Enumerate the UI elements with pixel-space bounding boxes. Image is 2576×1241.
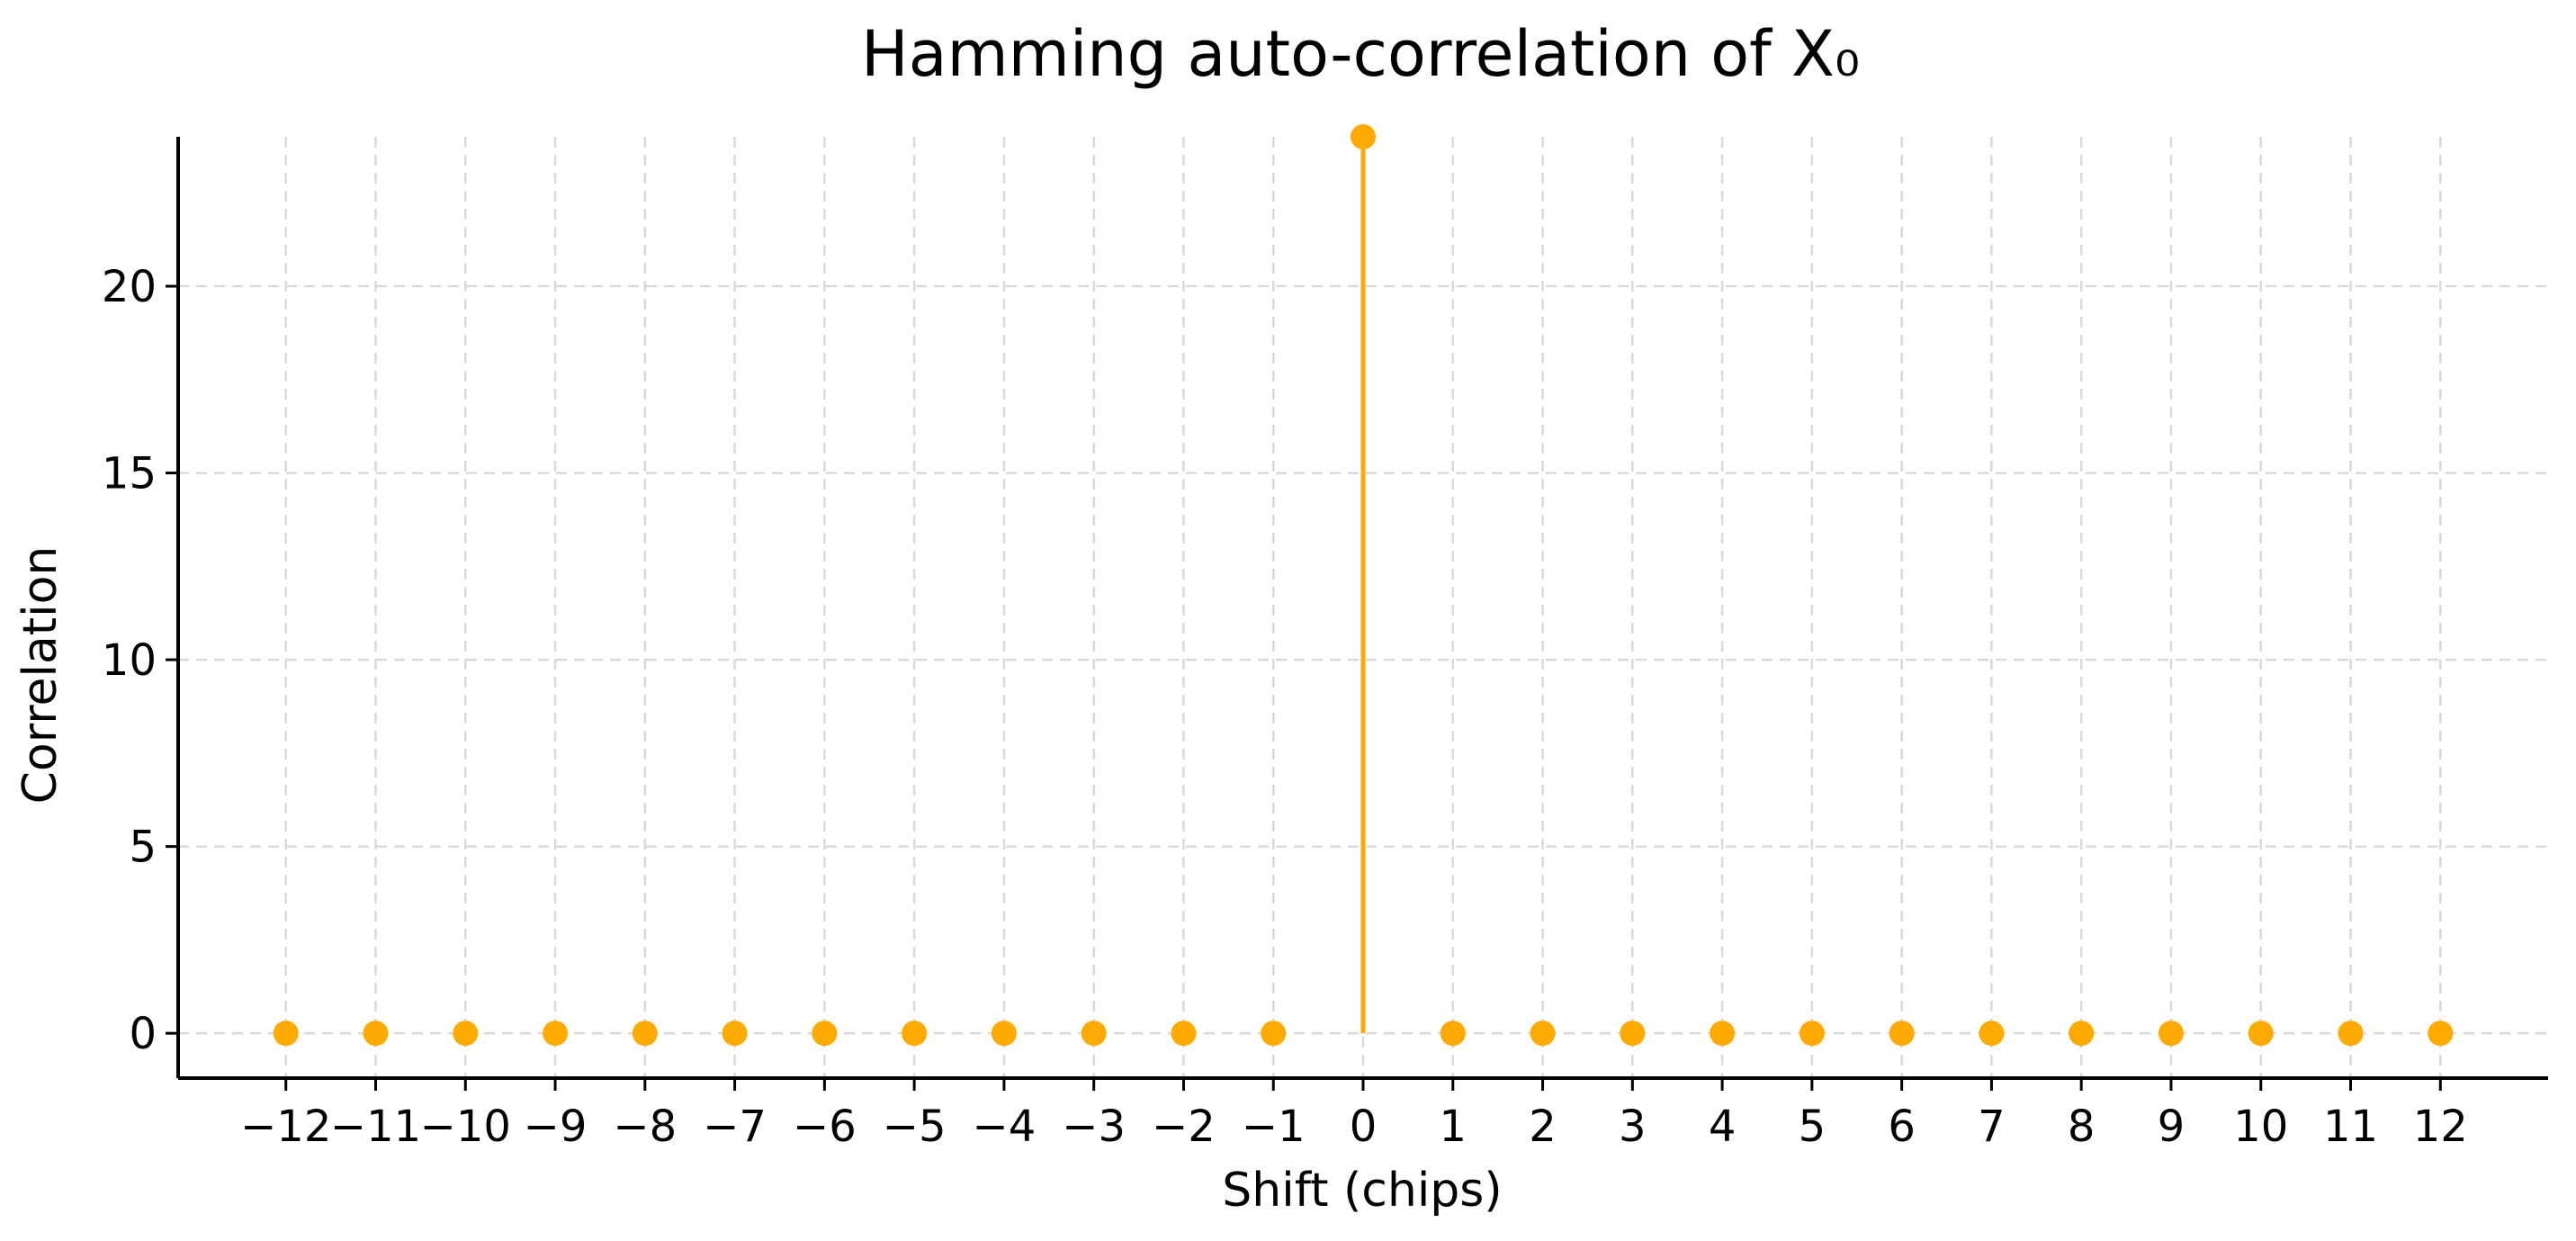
stem-marker: [273, 1021, 299, 1047]
stem-marker: [453, 1021, 479, 1047]
stem-marker: [1530, 1021, 1556, 1047]
stem-marker: [1261, 1021, 1287, 1047]
x-tick-label: −5: [883, 1102, 947, 1152]
y-axis-ticks: 0 5 10 15 20: [102, 262, 178, 1059]
stem-marker: [2069, 1021, 2095, 1047]
x-tick-label: −6: [793, 1102, 857, 1152]
stem-marker: [2248, 1021, 2274, 1047]
x-tick-label: −12: [240, 1102, 331, 1152]
x-tick-label: −4: [973, 1102, 1037, 1152]
x-tick-label: −1: [1242, 1102, 1306, 1152]
stem-marker: [1171, 1021, 1197, 1047]
chart-title: Hamming auto-correlation of X₀: [861, 17, 1860, 91]
x-tick-label: −3: [1062, 1102, 1126, 1152]
stem-marker: [1081, 1021, 1107, 1047]
y-tick-label: 5: [129, 823, 157, 873]
x-tick-label: −7: [703, 1102, 767, 1152]
x-tick-label: 6: [1888, 1102, 1916, 1152]
y-tick-label: 20: [102, 262, 157, 312]
stem-marker: [1979, 1021, 2005, 1047]
x-tick-label: 9: [2158, 1102, 2186, 1152]
x-tick-label: −11: [330, 1102, 421, 1152]
stem-marker: [2158, 1021, 2184, 1047]
stem-marker: [1799, 1021, 1825, 1047]
stem-marker: [1889, 1021, 1915, 1047]
stem-marker: [2428, 1021, 2454, 1047]
stem-marker: [722, 1021, 748, 1047]
stem-marker: [363, 1021, 389, 1047]
x-tick-label: −2: [1152, 1102, 1216, 1152]
x-tick-label: 8: [2068, 1102, 2096, 1152]
x-tick-label: 4: [1709, 1102, 1737, 1152]
x-tick-label: −10: [420, 1102, 511, 1152]
y-tick-label: 15: [102, 449, 157, 499]
stem-marker: [1351, 124, 1376, 149]
y-tick-label: 10: [102, 635, 157, 686]
x-axis-ticks: −12−11−10 −9 −8 −7 −6 −5 −4 −3 −2 −1 0 1 2 3 4 5 6 7 8 9 10 1…: [240, 1078, 2468, 1152]
stem-marker: [812, 1021, 838, 1047]
x-tick-label: 0: [1350, 1102, 1378, 1152]
x-tick-label: 5: [1799, 1102, 1827, 1152]
x-tick-label: −9: [524, 1102, 588, 1152]
x-axis-label: Shift (chips): [1222, 1164, 1502, 1218]
y-tick-label: 0: [129, 1009, 157, 1059]
stem-marker: [2338, 1021, 2364, 1047]
stem-marker: [632, 1021, 658, 1047]
grid: [178, 137, 2548, 1078]
x-tick-label: 10: [2233, 1102, 2288, 1152]
x-tick-label: 3: [1619, 1102, 1647, 1152]
data-series: [273, 124, 2454, 1047]
x-tick-label: 7: [1978, 1102, 2006, 1152]
x-tick-label: 11: [2323, 1102, 2378, 1152]
y-axis-label: Correlation: [13, 546, 67, 805]
x-tick-label: 2: [1529, 1102, 1557, 1152]
stem-marker: [1620, 1021, 1646, 1047]
stem-marker: [1710, 1021, 1736, 1047]
x-tick-label: −8: [613, 1102, 677, 1152]
x-tick-label: 12: [2413, 1102, 2468, 1152]
stem-marker: [1440, 1021, 1466, 1047]
stem-marker: [902, 1021, 928, 1047]
stem-marker: [543, 1021, 569, 1047]
x-tick-label: 1: [1439, 1102, 1467, 1152]
stem-marker: [991, 1021, 1017, 1047]
